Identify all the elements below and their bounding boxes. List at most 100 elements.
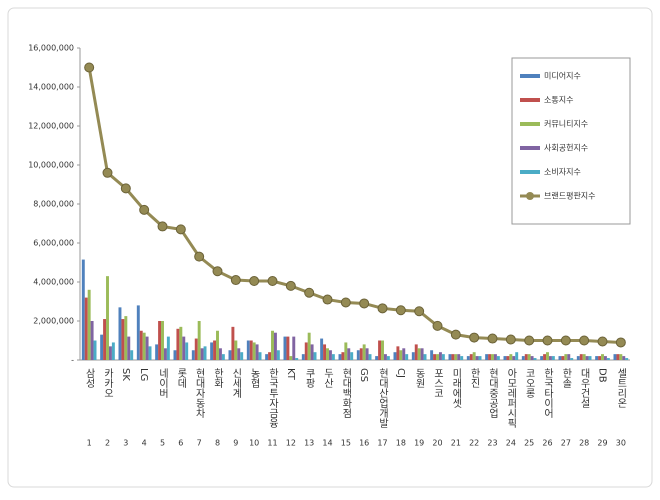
bar (106, 276, 109, 360)
bar (601, 354, 604, 360)
x-tick-label: DB (597, 368, 608, 383)
x-tick-label: 농협 (248, 368, 260, 388)
x-tick-label: 현대자동차 (193, 368, 205, 419)
line-marker (615, 337, 626, 348)
bar (179, 326, 183, 360)
line-marker (230, 275, 241, 286)
x-tick-label: 삼성 (83, 368, 95, 388)
bar (543, 354, 547, 360)
bar (255, 344, 259, 360)
rank-label: 24 (506, 439, 516, 448)
bar (383, 354, 387, 360)
bar (625, 358, 629, 360)
bar (320, 338, 324, 360)
rank-label: 12 (286, 439, 296, 448)
bar (423, 354, 427, 360)
bar (521, 356, 525, 360)
line-marker (84, 62, 95, 73)
bar (524, 354, 528, 360)
bar (100, 334, 104, 360)
rank-label: 25 (524, 439, 534, 448)
bar (582, 354, 586, 360)
line-marker (597, 336, 608, 347)
bar (472, 352, 476, 360)
line-marker (285, 280, 296, 291)
y-tick-label: 16,000,000 (28, 44, 74, 53)
bar (90, 321, 94, 360)
line-marker (102, 167, 113, 178)
bar (496, 356, 500, 360)
bar (155, 344, 159, 360)
bar (142, 332, 146, 360)
line-marker (359, 298, 370, 309)
bar (158, 321, 162, 360)
bar (344, 342, 348, 360)
line-marker (524, 335, 535, 346)
bar (328, 350, 332, 360)
bar (579, 354, 583, 360)
line-marker (469, 332, 480, 343)
y-tick-label: 10,000,000 (28, 161, 74, 170)
bar (405, 354, 409, 360)
bar (386, 356, 390, 360)
rank-label: 18 (396, 439, 406, 448)
bar (460, 356, 464, 360)
bar (347, 348, 351, 360)
x-tick-label: 미래에셋 (450, 368, 462, 408)
x-tick-label: 한국투자금융 (267, 368, 279, 428)
bar (289, 356, 293, 360)
line-marker (579, 335, 590, 346)
line-marker (304, 287, 315, 298)
bar (417, 348, 421, 360)
line-marker (377, 303, 388, 314)
bar (375, 356, 379, 360)
bar (292, 336, 296, 360)
x-tick-label: KT (285, 368, 296, 381)
x-tick-label: 두산 (322, 368, 334, 388)
line-marker (560, 335, 571, 346)
rank-label: 16 (359, 439, 369, 448)
bar (438, 352, 442, 360)
chart-frame (7, 7, 653, 488)
bar (396, 346, 400, 360)
x-tick-label: 한국타이어 (542, 368, 554, 419)
x-tick-label: 쿠팡 (303, 368, 315, 388)
rank-label: 6 (178, 439, 183, 448)
bar (491, 354, 494, 360)
legend-swatch (520, 146, 540, 150)
bar (466, 356, 470, 360)
x-tick-label: GS (358, 368, 369, 382)
bar (191, 350, 195, 360)
bar (598, 356, 602, 360)
x-tick-label: 카카오 (102, 368, 114, 398)
legend-label: 미디어지수 (544, 71, 581, 81)
x-tick-label: LG (138, 368, 149, 381)
bar (258, 352, 262, 360)
line-marker (175, 224, 186, 235)
bar (218, 348, 222, 360)
line-marker (450, 329, 461, 340)
bar (558, 356, 562, 360)
line-marker (505, 334, 516, 345)
bar (265, 354, 269, 360)
line-marker (267, 276, 278, 287)
y-tick-label: 2,000,000 (33, 317, 74, 326)
x-tick-label: SK (120, 368, 131, 381)
bar (237, 348, 241, 360)
y-tick-label: 14,000,000 (28, 83, 74, 92)
bar (103, 319, 107, 360)
bar (273, 332, 277, 360)
bar (197, 321, 201, 360)
x-tick-label: 동원 (413, 368, 425, 388)
bar (488, 354, 492, 360)
bar (310, 344, 314, 360)
line-marker (432, 320, 443, 331)
bar (268, 352, 272, 360)
bar (506, 356, 510, 360)
x-tick-label: 코오롱 (523, 368, 535, 398)
line-marker (414, 306, 425, 317)
bar (295, 358, 299, 360)
bar (221, 354, 225, 360)
x-tick-label: 한솔 (560, 368, 572, 388)
